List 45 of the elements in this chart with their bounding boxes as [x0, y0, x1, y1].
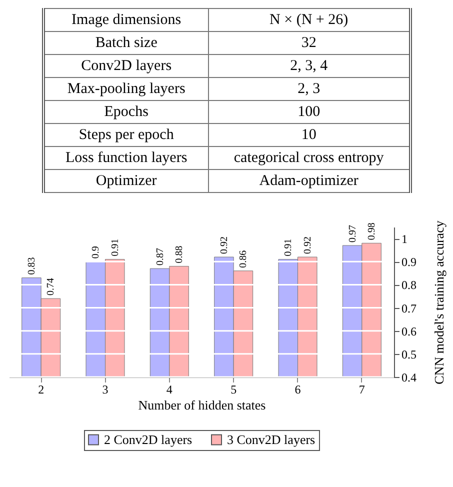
data-label: 0.87 — [154, 248, 166, 266]
text: Batch size — [43, 32, 209, 54]
y-tick-label: 0.4 — [402, 370, 416, 384]
text: Optimizer — [43, 170, 209, 192]
text: Steps per epoch — [43, 124, 209, 146]
text: Image dimensions — [43, 8, 209, 32]
legend-label: 2 Conv2D layers — [104, 432, 192, 447]
y-tick-label: 0.5 — [402, 347, 416, 362]
text: Conv2D layers — [43, 54, 209, 78]
data-label: 0.9 — [90, 246, 102, 259]
y-tick-label: 0.9 — [402, 255, 416, 270]
data-label: 0.74 — [46, 278, 57, 296]
x-tick-label: 5 — [230, 382, 237, 396]
text: 2, 3, 4 — [208, 54, 410, 78]
text: 2, 3 — [208, 78, 410, 100]
data-label: 0.88 — [174, 246, 186, 264]
data-label: 0.97 — [347, 224, 358, 242]
text: N × (N + 26) — [208, 8, 410, 32]
data-label: 0.91 — [283, 238, 294, 256]
x-tick-label: 6 — [294, 382, 301, 396]
text: 100 — [208, 100, 410, 124]
data-label: 0.91 — [110, 238, 121, 256]
y-tick-label: 1 — [402, 232, 408, 246]
data-label: 0.92 — [302, 236, 314, 254]
x-axis-title: Number of hidden states — [138, 398, 266, 412]
x-tick-label: 7 — [358, 382, 365, 396]
text: Loss function layers — [43, 146, 209, 170]
y-axis-title: CNN model's training accuracy — [432, 220, 446, 384]
data-label: 0.98 — [366, 222, 378, 240]
legend-label: 3 Conv2D layers — [227, 432, 316, 447]
x-tick-label: 4 — [166, 382, 172, 396]
y-tick-label: 0.8 — [402, 278, 416, 292]
x-tick-label: 3 — [102, 382, 108, 396]
data-label: 0.92 — [218, 236, 230, 254]
text: Epochs — [43, 100, 209, 124]
text: categorical cross entropy — [208, 146, 410, 170]
data-label: 0.83 — [26, 257, 38, 275]
text: Adam-optimizer — [208, 170, 410, 192]
x-tick-label: 2 — [38, 382, 44, 396]
y-tick-label: 0.7 — [402, 301, 416, 316]
data-label: 0.86 — [238, 250, 250, 268]
y-tick-label: 0.6 — [402, 324, 416, 338]
text: 10 — [208, 124, 410, 146]
text: Max-pooling layers — [43, 78, 209, 100]
text: 32 — [208, 32, 410, 54]
